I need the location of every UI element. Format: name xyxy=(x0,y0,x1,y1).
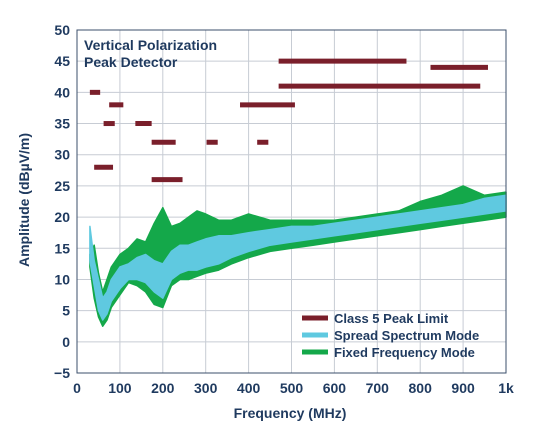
annotation-line-2: Peak Detector xyxy=(84,54,178,70)
x-tick-label: 600 xyxy=(323,380,347,396)
legend-label-spread-spectrum-mode: Spread Spectrum Mode xyxy=(334,328,479,343)
x-tick-label: 0 xyxy=(73,380,81,396)
y-tick-label: 45 xyxy=(54,53,70,69)
data-layer xyxy=(89,185,507,327)
y-tick-label: 35 xyxy=(54,116,70,132)
legend-label-class-5-peak-limit: Class 5 Peak Limit xyxy=(334,311,449,326)
x-tick-label: 1k xyxy=(498,380,514,396)
x-tick-label: 100 xyxy=(108,380,132,396)
x-tick-label: 400 xyxy=(237,380,261,396)
y-tick-label: −5 xyxy=(54,365,70,381)
x-tick-label: 500 xyxy=(280,380,304,396)
x-tick-label: 300 xyxy=(194,380,218,396)
legend: Class 5 Peak Limit Spread Spectrum Mode Fi… xyxy=(302,311,479,360)
y-tick-label: 40 xyxy=(54,84,70,100)
x-tick-label: 700 xyxy=(366,380,390,396)
y-tick-label: 20 xyxy=(54,209,70,225)
x-axis-title: Frequency (MHz) xyxy=(234,405,347,421)
x-tick-label: 200 xyxy=(151,380,175,396)
y-tick-label: 15 xyxy=(54,240,70,256)
y-tick-label: 30 xyxy=(54,147,70,163)
legend-label-fixed-frequency-mode: Fixed Frequency Mode xyxy=(334,345,475,360)
x-tick-label: 800 xyxy=(409,380,433,396)
annotation-line-1: Vertical Polarization xyxy=(84,37,217,53)
y-axis-title: Amplitude (dBµV/m) xyxy=(16,133,32,267)
plot-frame xyxy=(76,29,507,374)
limit-layer xyxy=(89,58,488,183)
y-tick-label: 0 xyxy=(62,334,70,350)
y-tick-label: 25 xyxy=(54,178,70,194)
y-tick-label: 10 xyxy=(54,271,70,287)
x-tick-label: 900 xyxy=(451,380,475,396)
y-tick-label: 5 xyxy=(62,303,70,319)
y-tick-label: 50 xyxy=(54,22,70,38)
